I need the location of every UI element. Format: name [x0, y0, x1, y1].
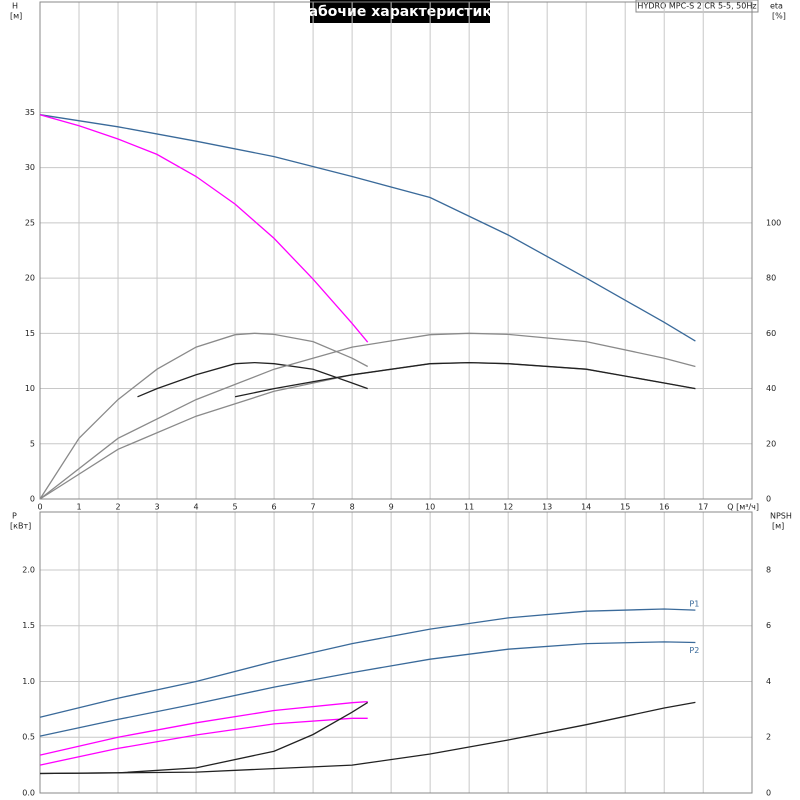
series-line [39, 701, 696, 775]
y-axis-unit: [м] [10, 12, 22, 21]
series-line [39, 114, 369, 343]
x-tick-label: 10 [425, 503, 435, 512]
y-axis-unit: [кВт] [10, 522, 31, 531]
plot-frame [39, 511, 753, 794]
y2-axis-label: eta [770, 2, 783, 11]
series-line [137, 361, 368, 398]
chart-title: Рабочие характеристики [298, 4, 501, 20]
x-tick-label: 7 [311, 503, 316, 512]
y-tick-label: 10 [25, 384, 35, 393]
y2-tick-label: 80 [766, 274, 776, 283]
series-line [39, 701, 369, 775]
series-line [39, 700, 368, 756]
y-tick-label: 1.0 [22, 677, 35, 686]
y2-tick-label: 100 [766, 218, 781, 227]
series-label: P1 [689, 600, 699, 609]
y2-tick-label: 4 [766, 677, 771, 686]
x-tick-label: 3 [154, 503, 159, 512]
y2-axis-label: NPSH [770, 512, 792, 521]
x-tick-label: 6 [272, 503, 277, 512]
series-label: P2 [689, 646, 699, 655]
plot-frame [39, 1, 753, 500]
series-line [39, 608, 696, 718]
model-box [635, 0, 759, 13]
y2-tick-label: 20 [766, 439, 776, 448]
x-tick-label: 1 [76, 503, 81, 512]
series-line [234, 361, 696, 398]
y-tick-label: 35 [25, 108, 35, 117]
x-tick-label: 12 [503, 503, 513, 512]
y2-tick-label: 60 [766, 329, 776, 338]
series-line [39, 114, 696, 342]
y-tick-label: 5 [30, 439, 35, 448]
x-tick-label: 0 [37, 503, 42, 512]
y-tick-label: 0 [30, 495, 35, 504]
y2-tick-label: 40 [766, 384, 776, 393]
x-tick-label: 16 [659, 503, 669, 512]
x-tick-label: 15 [620, 503, 630, 512]
title-box [310, 0, 490, 23]
y2-axis-unit: [%] [772, 12, 786, 21]
y-axis-label: H [12, 2, 18, 11]
series-line [39, 641, 696, 737]
y2-tick-label: 8 [766, 565, 771, 574]
y-tick-label: 20 [25, 274, 35, 283]
y-axis-label: P [12, 512, 17, 521]
series-line [39, 332, 369, 500]
x-tick-label: 8 [350, 503, 355, 512]
x-tick-label: 14 [581, 503, 591, 512]
x-tick-label: 13 [542, 503, 552, 512]
y2-tick-label: 2 [766, 733, 771, 742]
y2-tick-label: 6 [766, 621, 771, 630]
x-tick-label: 2 [115, 503, 120, 512]
series-line [39, 717, 368, 766]
y-tick-label: 30 [25, 163, 35, 172]
y2-axis-unit: [м] [772, 522, 784, 531]
x-tick-label: 5 [233, 503, 238, 512]
x-axis-label: Q [м³/ч] [727, 503, 759, 512]
x-tick-label: 11 [464, 503, 474, 512]
y2-tick-label: 0 [766, 789, 771, 798]
x-tick-label: 17 [698, 503, 708, 512]
model-label: HYDRO MPC-S 2 CR 5-5, 50Hz [637, 2, 756, 11]
series-line [39, 332, 696, 500]
y-tick-label: 1.5 [22, 621, 35, 630]
y-tick-label: 2.0 [22, 565, 35, 574]
y-tick-label: 0.5 [22, 733, 35, 742]
y-tick-label: 0.0 [22, 789, 35, 798]
y2-tick-label: 0 [766, 495, 771, 504]
y-tick-label: 25 [25, 218, 35, 227]
y-tick-label: 15 [25, 329, 35, 338]
x-tick-label: 9 [389, 503, 394, 512]
x-tick-label: 4 [194, 503, 199, 512]
